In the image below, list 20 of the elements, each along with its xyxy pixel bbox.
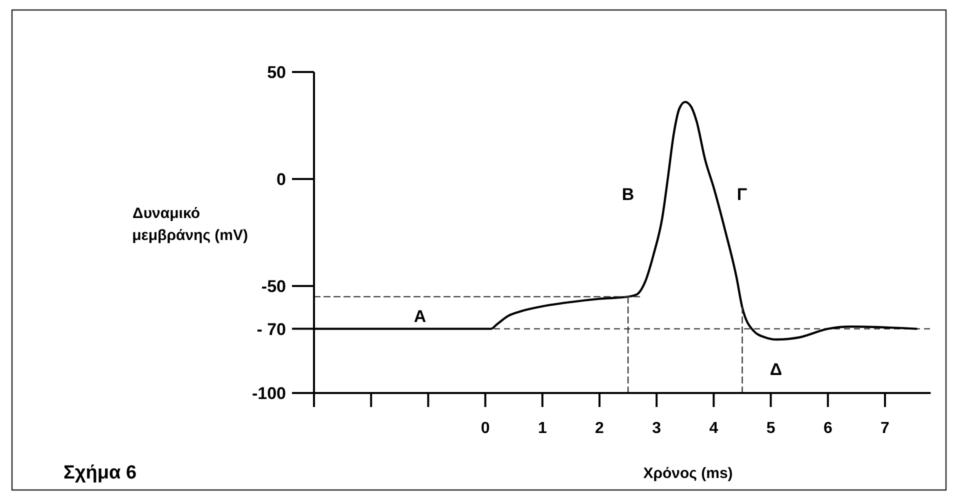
text: Σχήμα 6 xyxy=(63,462,137,484)
y-axis-title: Δυναμικό μεμβράνης (mV) xyxy=(132,205,248,244)
x-tick-label: 6 xyxy=(823,420,832,437)
x-tick-label: 5 xyxy=(766,420,776,437)
y-tick-label: -50 xyxy=(261,276,286,296)
annotation: Β xyxy=(622,184,634,204)
annotation: Δ xyxy=(770,360,782,379)
x-axis-title: Χρόνος (ms) xyxy=(643,465,733,482)
x-tick-label: 0 xyxy=(480,420,490,437)
y-tick-label: - 70 xyxy=(256,320,286,339)
x-tick-label: 3 xyxy=(652,420,662,437)
y-tick-label: -100 xyxy=(252,384,286,403)
x-tick-label: 7 xyxy=(880,420,890,437)
y-tick-label: 50 xyxy=(267,62,286,82)
x-tick-label: 1 xyxy=(538,420,547,437)
annotation: Α xyxy=(414,306,426,326)
y-tick-label: 0 xyxy=(276,170,286,189)
annotation: Γ xyxy=(736,184,748,204)
x-tick-label: 4 xyxy=(709,420,718,437)
x-tick-label: 2 xyxy=(595,420,604,437)
